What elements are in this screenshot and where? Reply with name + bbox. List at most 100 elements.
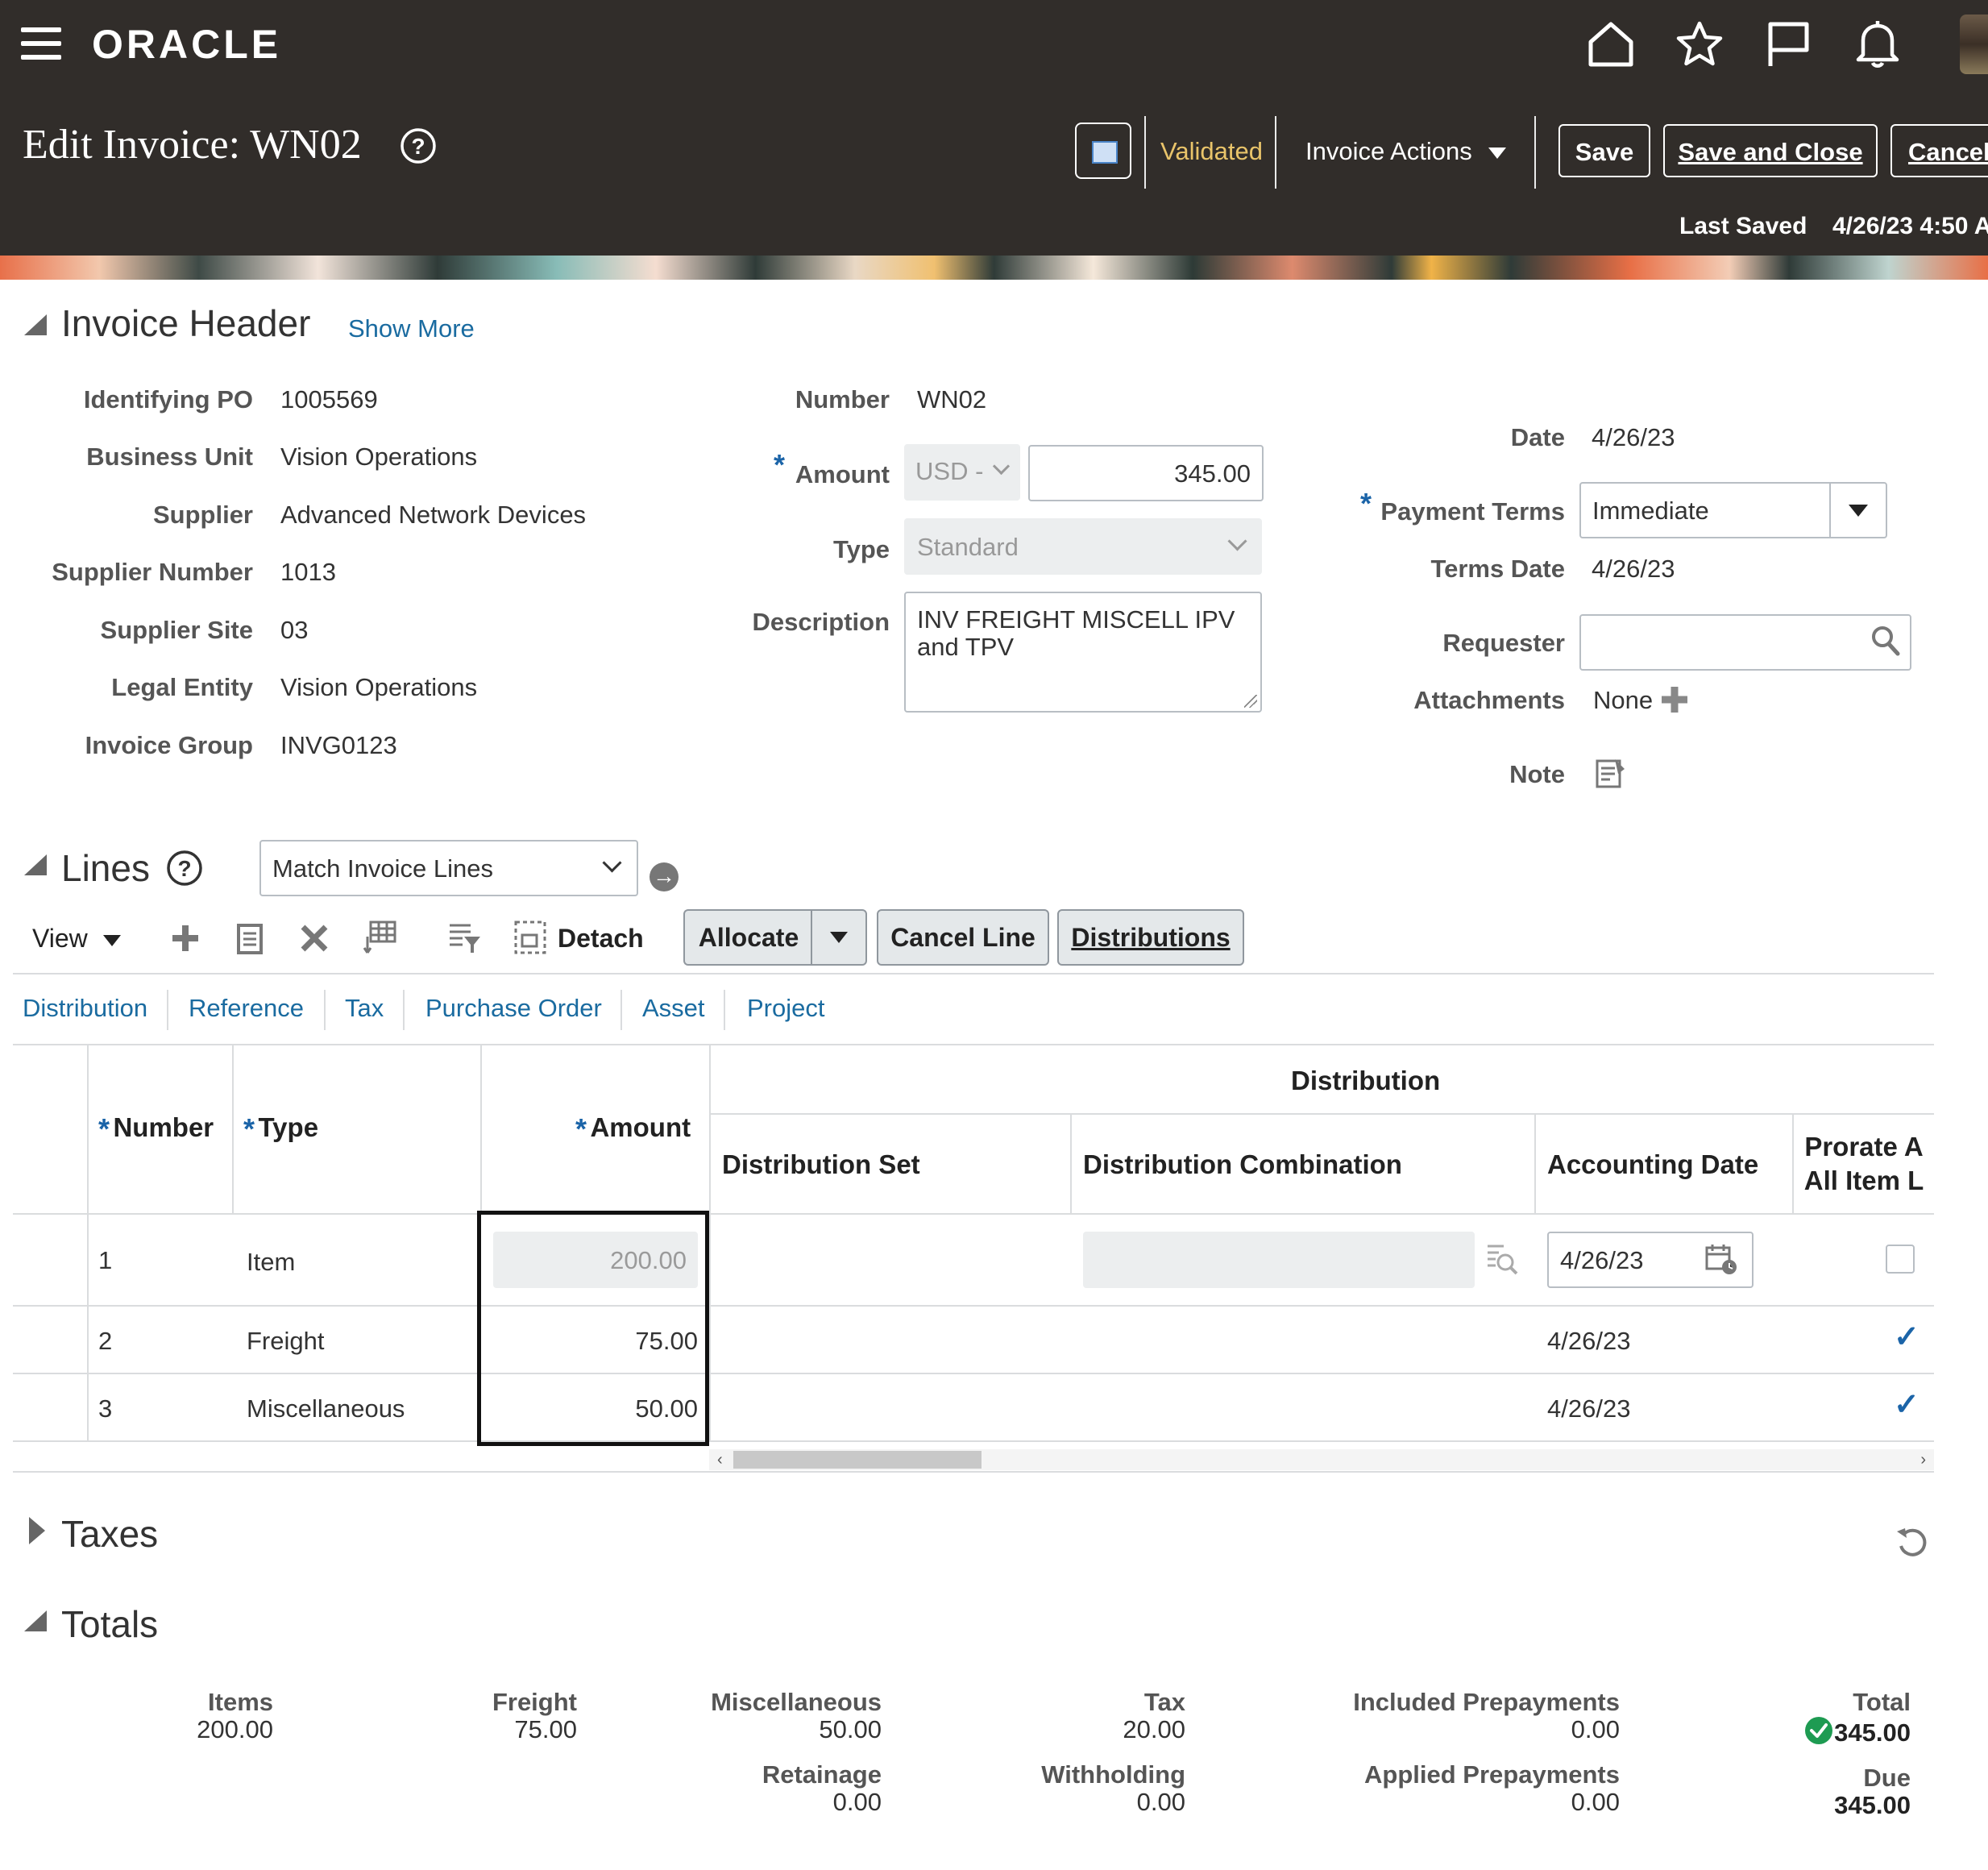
column-header-distribution-set[interactable]: Distribution Set [722, 1149, 920, 1179]
payment-terms-label: Payment Terms [1380, 497, 1565, 526]
line-type: Miscellaneous [247, 1394, 405, 1423]
calendar-icon[interactable] [1704, 1241, 1739, 1277]
bell-icon[interactable] [1853, 18, 1902, 69]
supplier-value: Advanced Network Devices [280, 501, 587, 529]
resize-handle-icon[interactable] [1244, 695, 1257, 708]
save-button[interactable]: Save [1558, 124, 1650, 177]
legal-entity-label: Legal Entity [111, 673, 253, 701]
collapse-triangle-icon[interactable] [24, 854, 47, 875]
checkmark-icon: ✓ [1894, 1388, 1920, 1422]
divider [480, 1045, 482, 1213]
note-icon[interactable] [1594, 756, 1628, 790]
applied-prepayments-value: 0.00 [1571, 1788, 1620, 1816]
scrollbar-thumb[interactable] [733, 1451, 982, 1469]
collapse-triangle-icon[interactable] [24, 1610, 47, 1631]
chevron-down-icon [992, 457, 1011, 476]
column-header-type[interactable]: * Type [243, 1112, 319, 1145]
date-value: 4/26/23 [1592, 423, 1675, 451]
invoice-actions-menu[interactable]: Invoice Actions [1305, 137, 1507, 166]
split-lines-icon[interactable] [363, 919, 398, 956]
duplicate-row-icon[interactable] [234, 922, 266, 956]
line-amount-input[interactable]: 200.00 [493, 1232, 698, 1288]
avatar[interactable] [1960, 15, 1988, 74]
allocate-menu-button[interactable] [811, 909, 867, 966]
amount-input[interactable]: 345.00 [1028, 445, 1264, 501]
view-layout-button[interactable] [1075, 123, 1131, 179]
column-header-distribution-combination[interactable]: Distribution Combination [1083, 1149, 1402, 1179]
star-icon[interactable] [1675, 19, 1724, 69]
accounting-date-input[interactable]: 4/26/23 [1547, 1232, 1754, 1288]
add-attachment-icon[interactable] [1658, 684, 1691, 716]
line-amount[interactable]: 50.00 [635, 1394, 698, 1423]
requester-input[interactable] [1579, 614, 1911, 671]
distribution-combination-input[interactable] [1083, 1232, 1475, 1288]
required-indicator: * [98, 1112, 110, 1145]
home-icon[interactable] [1586, 19, 1636, 69]
payment-terms-select[interactable]: Immediate [1579, 482, 1887, 538]
menu-icon[interactable] [21, 27, 61, 61]
business-unit-label: Business Unit [86, 443, 253, 471]
distributions-button[interactable]: Distributions [1057, 909, 1244, 966]
save-and-close-button[interactable]: Save and Close [1663, 124, 1878, 177]
column-header-prorate[interactable]: Prorate A All Item L [1803, 1132, 1924, 1195]
delete-icon[interactable] [298, 922, 330, 954]
divider [1534, 1115, 1536, 1213]
date-label: Date [1510, 423, 1565, 451]
retainage-label: Retainage [762, 1760, 882, 1789]
collapse-triangle-icon[interactable] [24, 314, 47, 335]
scroll-right-icon[interactable]: › [1920, 1451, 1926, 1469]
horizontal-scrollbar[interactable]: ‹ › [709, 1449, 1934, 1470]
currency-select[interactable]: USD - [904, 444, 1020, 501]
description-textarea[interactable]: INV FREIGHT MISCELL IPV and TPV [904, 592, 1262, 713]
description-label: Description [752, 608, 890, 636]
divider [167, 990, 168, 1030]
refresh-icon[interactable] [1894, 1523, 1931, 1560]
add-row-icon[interactable] [169, 922, 201, 954]
view-menu[interactable]: View [32, 924, 121, 954]
show-more-link[interactable]: Show More [348, 314, 475, 343]
tab-reference[interactable]: Reference [189, 994, 305, 1022]
ok-check-icon [1805, 1717, 1832, 1744]
search-combination-icon[interactable] [1484, 1241, 1518, 1277]
tab-purchase-order[interactable]: Purchase Order [425, 994, 602, 1022]
line-amount[interactable]: 75.00 [635, 1327, 698, 1355]
go-arrow-icon[interactable]: → [650, 862, 679, 891]
supplier-site-value: 03 [280, 616, 309, 644]
detach-icon[interactable] [513, 919, 548, 956]
page-header: Edit Invoice: WN02 ? Validated Invoice A… [0, 89, 1988, 256]
tab-tax[interactable]: Tax [345, 994, 384, 1022]
flag-icon[interactable] [1765, 19, 1812, 69]
tab-distribution[interactable]: Distribution [23, 994, 148, 1022]
divider [1275, 116, 1276, 189]
cancel-line-button[interactable]: Cancel Line [877, 909, 1049, 966]
cancel-button[interactable]: Cancel [1890, 124, 1988, 177]
type-select[interactable]: Standard [904, 518, 1262, 575]
search-icon[interactable] [1870, 624, 1902, 658]
divider [1792, 1115, 1794, 1213]
filter-icon[interactable] [446, 920, 482, 956]
amount-column-highlight [477, 1211, 709, 1446]
retainage-value: 0.00 [832, 1788, 882, 1816]
allocate-button[interactable]: Allocate [683, 909, 812, 966]
miscellaneous-value: 50.00 [819, 1715, 882, 1743]
oracle-logo[interactable]: ORACLE [92, 22, 282, 67]
divider [324, 990, 326, 1030]
dropdown-button[interactable] [1829, 484, 1886, 537]
divider [1144, 116, 1146, 189]
supplier-site-label: Supplier Site [100, 616, 253, 644]
match-invoice-lines-select[interactable]: Match Invoice Lines [259, 840, 638, 896]
expand-triangle-icon[interactable] [29, 1517, 45, 1544]
scroll-left-icon[interactable]: ‹ [717, 1451, 723, 1469]
column-header-number[interactable]: * Number [98, 1112, 214, 1145]
column-header-accounting-date[interactable]: Accounting Date [1547, 1149, 1759, 1179]
tab-project[interactable]: Project [747, 994, 825, 1022]
type-label: Type [832, 535, 890, 563]
line-type: Freight [247, 1327, 325, 1355]
help-icon[interactable]: ? [400, 127, 437, 164]
legal-entity-value: Vision Operations [280, 673, 478, 701]
detach-label[interactable]: Detach [558, 924, 644, 953]
help-icon[interactable]: ? [166, 850, 203, 887]
column-header-amount[interactable]: * Amount [575, 1112, 691, 1145]
prorate-checkbox[interactable] [1886, 1245, 1915, 1274]
tab-asset[interactable]: Asset [642, 994, 705, 1022]
